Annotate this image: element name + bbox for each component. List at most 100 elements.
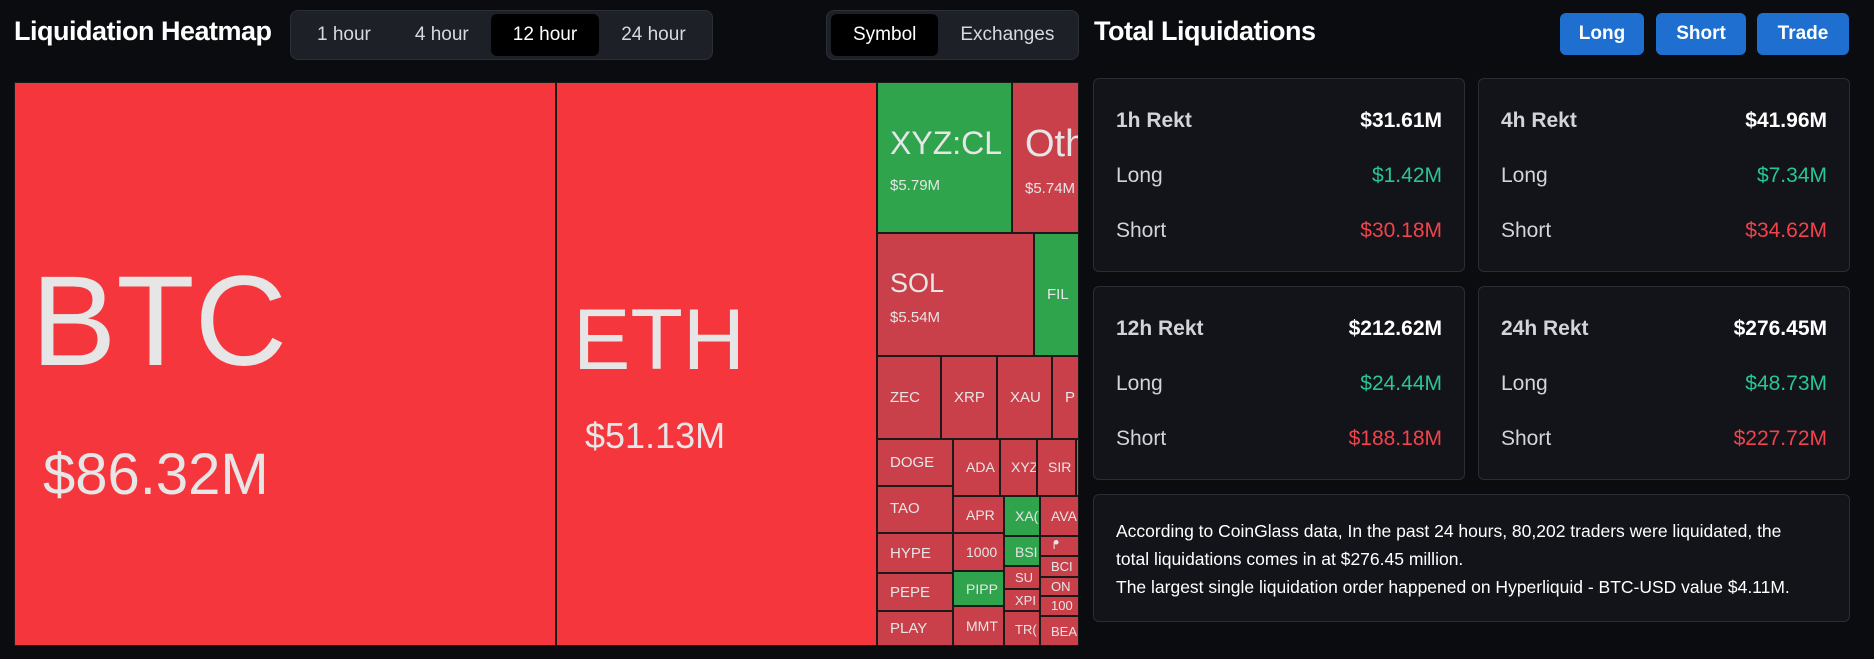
- tile-eth[interactable]: ETH $51.13M: [556, 82, 877, 646]
- short-label: Short: [1501, 427, 1552, 450]
- tile-sliver[interactable]: [1076, 439, 1079, 496]
- tile-symbol: AVA: [1051, 508, 1077, 524]
- long-value: $1.42M: [1371, 164, 1442, 187]
- tile-play[interactable]: PLAY: [877, 611, 953, 646]
- tile-symbol: BCI: [1051, 559, 1073, 574]
- long-value: $7.34M: [1756, 164, 1827, 187]
- tile-sol[interactable]: SOL $5.54M: [877, 233, 1034, 356]
- long-label: Long: [1501, 372, 1548, 395]
- tile-btc[interactable]: BTC $86.32M: [14, 82, 556, 646]
- tile-value: $86.32M: [43, 442, 269, 507]
- tile-symbol: BSI: [1015, 544, 1038, 560]
- tile-symbol: HYPE: [890, 545, 931, 562]
- short-button[interactable]: Short: [1656, 13, 1746, 55]
- long-button[interactable]: Long: [1560, 13, 1644, 55]
- tile-apr[interactable]: APR: [953, 496, 1004, 533]
- timeframe-1-hour[interactable]: 1 hour: [317, 24, 371, 45]
- tile-xau[interactable]: XAU: [997, 356, 1052, 439]
- tile-mmt[interactable]: MMT: [953, 606, 1004, 646]
- tile-xyz[interactable]: XYZ: [1000, 439, 1037, 496]
- tile-ava[interactable]: AVA: [1040, 496, 1079, 536]
- tile-symbol: FIL: [1047, 286, 1069, 303]
- tile-fil[interactable]: FIL: [1034, 233, 1079, 356]
- tile-xrp[interactable]: XRP: [941, 356, 997, 439]
- tile-symbol: PIPP: [966, 581, 998, 597]
- tile-sir[interactable]: SIR: [1037, 439, 1076, 496]
- tile-symbol: ᖰ: [1053, 538, 1060, 552]
- short-value: $30.18M: [1360, 219, 1442, 242]
- tile-symbol: Oth: [1025, 123, 1078, 165]
- tile-xa[interactable]: XA(: [1004, 496, 1040, 536]
- tile-xyz-cl[interactable]: XYZ:CL $5.79M: [877, 82, 1012, 233]
- card-total: $276.45M: [1733, 317, 1827, 340]
- tile-hype[interactable]: HYPE: [877, 533, 953, 573]
- tile-symbol: SIR: [1048, 459, 1072, 475]
- tile-bc[interactable]: BCI: [1040, 556, 1079, 577]
- tile-symbol: TR(: [1015, 622, 1037, 637]
- tile-ada[interactable]: ADA: [953, 439, 1000, 496]
- timeframe-24-hour[interactable]: 24 hour: [621, 24, 686, 45]
- tile-symbol: ON: [1051, 579, 1071, 594]
- tile-be[interactable]: BEA: [1040, 616, 1079, 646]
- tile-symbol: PEPE: [890, 584, 931, 601]
- tile-symbol: XAU: [1010, 389, 1041, 406]
- tile-zh[interactable]: ᖰ: [1040, 536, 1079, 556]
- tile-others[interactable]: Oth $5.74M: [1012, 82, 1079, 233]
- tile-doge[interactable]: DOGE: [877, 439, 953, 486]
- tile-value: $51.13M: [585, 415, 726, 456]
- timeframe-selector: 1 hour 4 hour 12 hour 24 hour: [290, 10, 713, 60]
- tile-tao[interactable]: TAO: [877, 486, 953, 533]
- timeframe-12-hour[interactable]: 12 hour: [490, 14, 600, 56]
- tile-symbol: 1000: [966, 544, 998, 560]
- card-24h-rekt: 24h Rekt $276.45M Long $48.73M Short $22…: [1478, 286, 1850, 480]
- tile-symbol: XPI: [1015, 593, 1036, 608]
- tile-value: $5.79M: [890, 177, 941, 194]
- view-symbol[interactable]: Symbol: [831, 14, 939, 56]
- liquidation-treemap: BTC $86.32M ETH $51.13M XYZ:CL $5.79M Ot…: [14, 82, 1079, 646]
- card-label: 1h Rekt: [1116, 109, 1192, 132]
- summary-line: The largest single liquidation order hap…: [1116, 577, 1790, 597]
- card-label: 4h Rekt: [1501, 109, 1577, 132]
- heatmap-title: Liquidation Heatmap: [14, 16, 272, 46]
- tile-su[interactable]: SU: [1004, 566, 1040, 589]
- tile-symbol: PLAY: [890, 620, 928, 637]
- short-label: Short: [1116, 427, 1167, 450]
- tile-1000[interactable]: 1000: [953, 533, 1004, 571]
- tile-value: $5.54M: [890, 309, 941, 326]
- short-value: $34.62M: [1745, 219, 1827, 242]
- tile-zec[interactable]: ZEC: [877, 356, 941, 439]
- tile-symbol: 100: [1051, 598, 1073, 613]
- tile-symbol: TAO: [890, 500, 920, 517]
- timeframe-4-hour[interactable]: 4 hour: [414, 24, 469, 45]
- tile-symbol: MMT: [966, 618, 998, 634]
- tile-symbol: SU: [1015, 570, 1034, 585]
- card-total: $31.61M: [1360, 109, 1442, 132]
- tile-pepe[interactable]: PEPE: [877, 573, 953, 611]
- tile-symbol: BTC: [31, 250, 287, 393]
- tile-symbol: P: [1065, 389, 1076, 406]
- view-exchanges[interactable]: Exchanges: [960, 24, 1055, 45]
- total-liquidations-title: Total Liquidations: [1094, 16, 1316, 46]
- tile-symbol: XA(: [1015, 508, 1039, 524]
- tile-on[interactable]: ON: [1040, 577, 1079, 596]
- card-total: $41.96M: [1745, 109, 1827, 132]
- short-label: Short: [1501, 219, 1552, 242]
- tile-symbol: XYZ: [1011, 459, 1037, 475]
- tile-p[interactable]: P: [1052, 356, 1079, 439]
- tile-symbol: ZEC: [890, 389, 920, 406]
- tile-symbol: SOL: [890, 268, 945, 298]
- card-label: 12h Rekt: [1116, 317, 1204, 340]
- long-label: Long: [1501, 164, 1548, 187]
- tile-100[interactable]: 100: [1040, 596, 1079, 616]
- tile-symbol: BEA: [1051, 624, 1078, 639]
- long-value: $24.44M: [1360, 372, 1442, 395]
- view-selector: Symbol Exchanges: [826, 10, 1079, 60]
- tile-xp[interactable]: XPI: [1004, 589, 1040, 611]
- tile-bs[interactable]: BSI: [1004, 536, 1040, 566]
- trade-button[interactable]: Trade: [1757, 13, 1849, 55]
- tile-symbol: DOGE: [890, 454, 935, 471]
- long-label: Long: [1116, 372, 1163, 395]
- tile-pipp[interactable]: PIPP: [953, 571, 1004, 606]
- card-label: 24h Rekt: [1501, 317, 1589, 340]
- tile-tr[interactable]: TR(: [1004, 611, 1040, 646]
